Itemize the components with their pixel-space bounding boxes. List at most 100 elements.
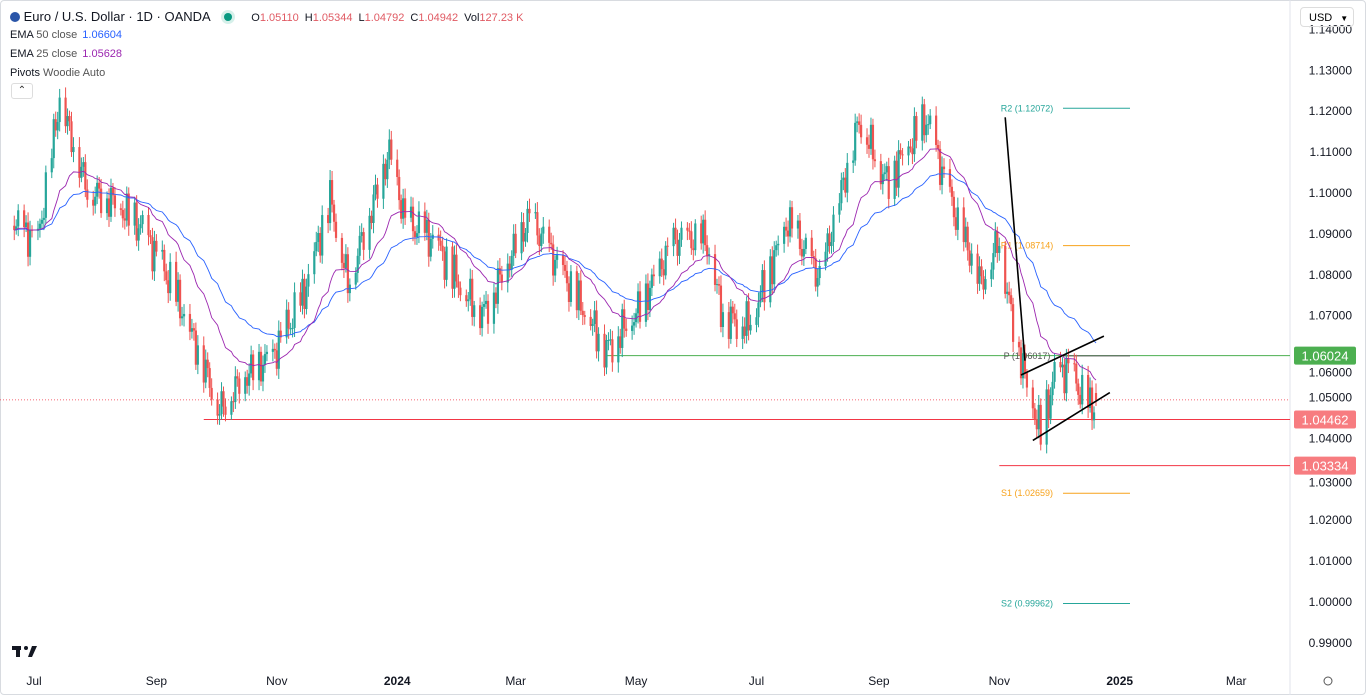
y-tick-label: 1.13000 — [1309, 63, 1353, 77]
collapse-legend-button[interactable]: ⌃ — [11, 83, 33, 99]
candle-body — [563, 264, 567, 271]
candle-body — [763, 270, 766, 303]
candle-body — [285, 309, 288, 338]
candle-body — [575, 271, 578, 311]
currency-selector[interactable]: USD ▼ — [1300, 7, 1354, 27]
candle-body — [388, 139, 391, 160]
candle-body — [873, 159, 877, 162]
candle-body — [321, 215, 324, 256]
candle-body — [1094, 393, 1098, 400]
candle-body — [674, 227, 677, 240]
candle-body — [948, 169, 952, 187]
candle-body — [702, 219, 705, 244]
candle-body — [830, 241, 833, 247]
candle-body — [907, 146, 910, 156]
candle-body — [151, 237, 154, 272]
y-tick-label: 1.11000 — [1310, 145, 1353, 159]
candle-body — [1012, 304, 1015, 342]
candle-body — [327, 215, 330, 224]
candle-body — [842, 177, 845, 181]
symbol-title[interactable]: Euro / U.S. Dollar · 1D · OANDA — [23, 9, 211, 24]
ema25-legend[interactable]: EMA 25 close 1.05628 — [10, 48, 122, 60]
candle-body — [17, 210, 20, 227]
y-tick-label: 1.08000 — [1309, 268, 1353, 282]
settings-gear-icon[interactable] — [1323, 676, 1333, 686]
tradingview-logo-dot — [24, 646, 28, 650]
candle-body — [897, 150, 900, 188]
candle-body — [540, 233, 543, 247]
candle-body — [893, 160, 896, 199]
candle-body — [370, 215, 373, 224]
ema50-legend[interactable]: EMA 50 close 1.06604 — [10, 29, 122, 41]
candle-body — [238, 378, 241, 394]
candle-body — [636, 291, 640, 314]
market-status-icon — [223, 13, 232, 21]
price-label-badge — [1294, 456, 1356, 475]
candle-body — [459, 287, 462, 296]
candle-body — [607, 339, 610, 341]
candle-body — [577, 280, 580, 311]
ema25-value: 1.05628 — [82, 48, 123, 60]
candle-body — [678, 239, 681, 256]
candle-body — [78, 147, 81, 178]
candle-body — [259, 351, 263, 382]
candle-body — [96, 182, 99, 197]
candle-body — [591, 324, 594, 326]
candle-body — [358, 235, 361, 256]
high-label: H — [304, 12, 313, 24]
candle-body — [92, 199, 95, 206]
candle-body — [814, 258, 817, 287]
candle-body — [261, 364, 265, 382]
x-tick-label: Mar — [1226, 674, 1247, 688]
candle-body — [565, 270, 569, 284]
candle-body — [788, 207, 792, 237]
candle-body — [376, 184, 379, 199]
candle-body — [390, 139, 393, 160]
candle-body — [1045, 389, 1048, 445]
candle-body — [844, 177, 847, 193]
candle-body — [252, 354, 255, 381]
candle-body — [692, 248, 695, 251]
candle-body — [838, 203, 841, 215]
candle-body — [619, 336, 622, 348]
candle-body — [508, 263, 511, 270]
candle-body — [1081, 374, 1084, 405]
candle-body — [263, 354, 267, 365]
candle-body — [826, 233, 829, 252]
candle-body — [634, 313, 638, 323]
candle-body — [455, 254, 458, 282]
candle-body — [929, 115, 932, 125]
candle-body — [938, 148, 942, 185]
pivot-label: R1 (1.08714) — [1001, 241, 1054, 251]
tradingview-logo — [12, 646, 37, 657]
candle-body — [236, 376, 239, 379]
candle-body — [137, 228, 140, 241]
candle-body — [139, 224, 142, 229]
open-label: O — [251, 12, 260, 24]
candle-body — [708, 254, 711, 256]
candle-body — [694, 223, 697, 251]
candle-body — [597, 333, 600, 352]
candle-body — [23, 210, 26, 228]
candle-body — [828, 233, 831, 247]
candle-body — [178, 279, 182, 319]
candle-body — [107, 198, 111, 217]
candle-body — [121, 209, 124, 219]
pivots-legend[interactable]: Pivots Woodie Auto — [10, 67, 105, 79]
candle-body — [1059, 361, 1062, 368]
candle-body — [496, 268, 499, 304]
y-tick-label: 1.04000 — [1309, 431, 1353, 445]
candle-body — [976, 253, 979, 284]
candle-body — [486, 300, 490, 324]
candle-body — [1075, 363, 1078, 384]
candle-body — [319, 233, 322, 256]
candle-body — [208, 368, 211, 388]
candle-body — [942, 166, 946, 170]
candles — [13, 87, 1098, 454]
candle-body — [469, 278, 472, 300]
candle-body — [1017, 341, 1021, 348]
candle-body — [1039, 404, 1042, 445]
candle-body — [700, 223, 703, 244]
candle-body — [206, 359, 209, 369]
